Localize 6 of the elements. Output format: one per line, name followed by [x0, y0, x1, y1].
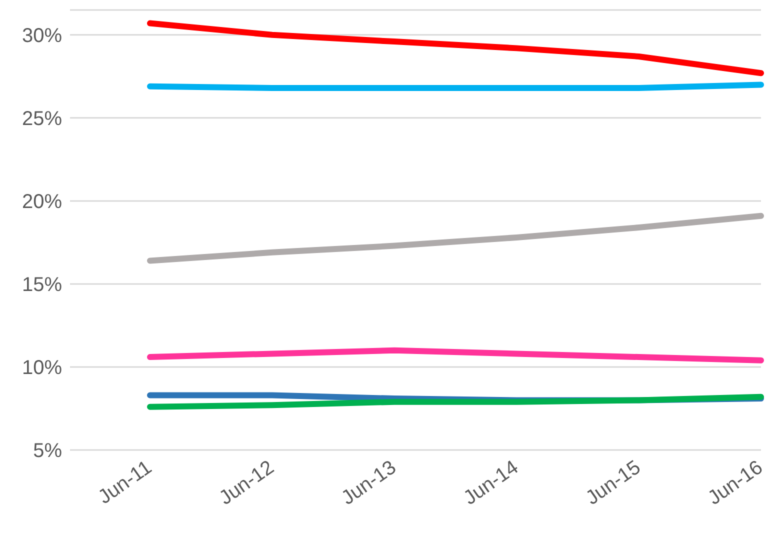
y-tick-label: 30%	[22, 25, 62, 48]
y-tick-label: 10%	[22, 357, 62, 380]
y-tick-label: 25%	[22, 108, 62, 130]
y-tick-label: 15%	[22, 274, 62, 296]
y-tick-label: 20%	[22, 191, 62, 214]
y-tick-label: 5%	[33, 440, 62, 462]
